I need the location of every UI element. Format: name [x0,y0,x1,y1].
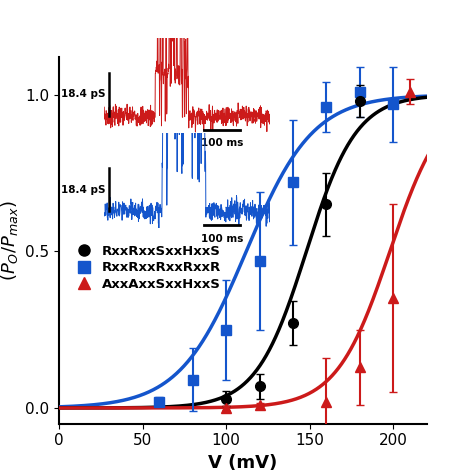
Text: 100 ms: 100 ms [201,139,243,149]
Legend: RxxRxxSxxHxxS, RxxRxxRxxRxxR, AxxAxxSxxHxxS: RxxRxxSxxHxxS, RxxRxxRxxRxxR, AxxAxxSxxH… [66,239,226,296]
Text: 18.4 pS: 18.4 pS [62,185,106,195]
Text: 100 ms: 100 ms [201,234,243,244]
X-axis label: V (mV): V (mV) [208,454,278,472]
Text: 18.4 pS: 18.4 pS [62,89,106,99]
Y-axis label: $(P_O/P_{max})$: $(P_O/P_{max})$ [0,200,20,281]
